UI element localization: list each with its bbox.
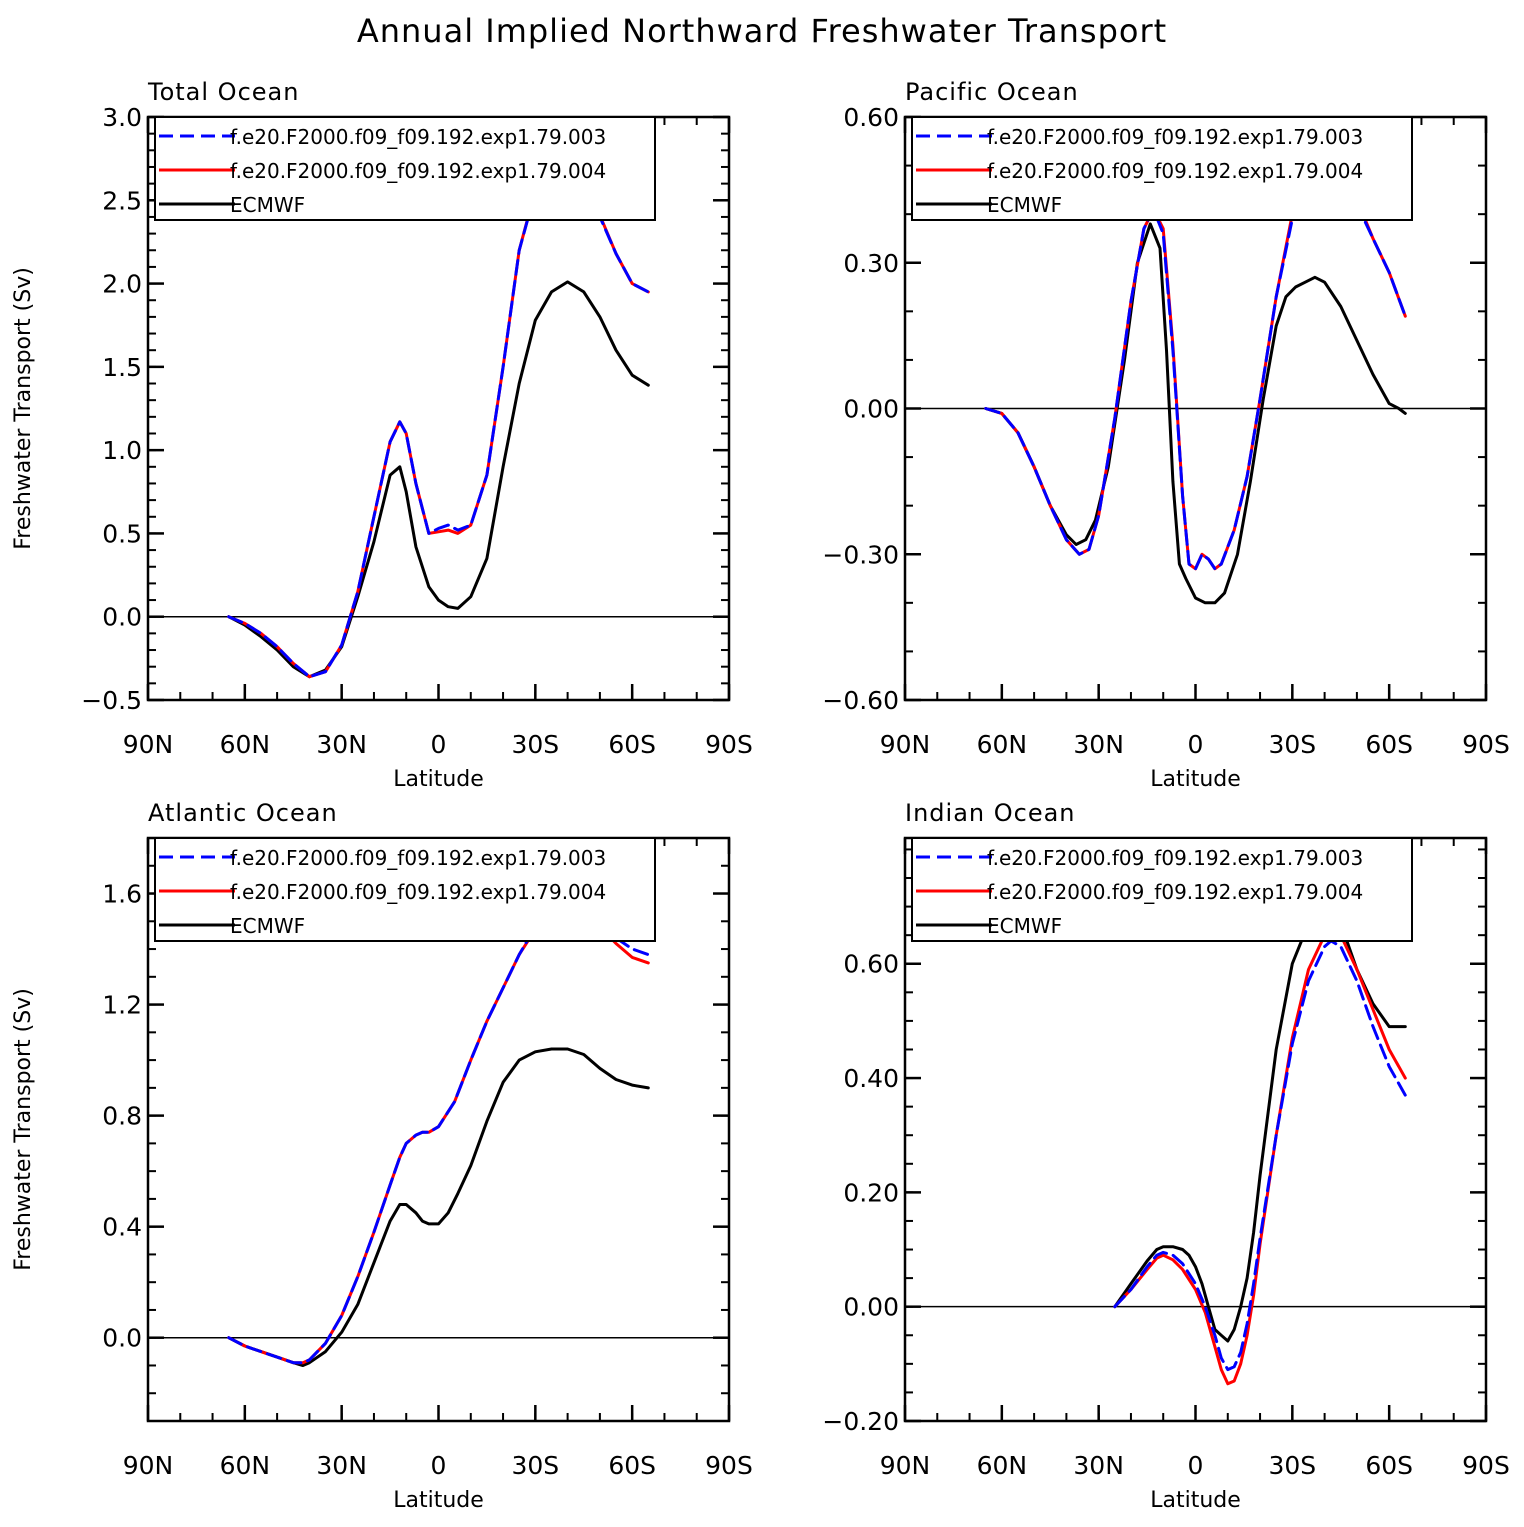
y-tick-label: 3.0 bbox=[102, 103, 142, 132]
legend-label: f.e20.F2000.f09_f09.192.exp1.79.003 bbox=[230, 846, 606, 870]
x-axis-label: Latitude bbox=[1150, 767, 1241, 792]
legend-label: f.e20.F2000.f09_f09.192.exp1.79.004 bbox=[230, 159, 606, 183]
legend-label: f.e20.F2000.f09_f09.192.exp1.79.003 bbox=[987, 846, 1363, 870]
series-line-f-e20-f2000-f09-f09-192-exp1-79-003 bbox=[984, 168, 1407, 571]
y-tick-label: 0.20 bbox=[843, 1178, 899, 1207]
y-tick-label: 0.00 bbox=[843, 1293, 899, 1322]
series-line-ecmwf bbox=[227, 280, 650, 679]
legend-label: ECMWF bbox=[987, 193, 1062, 217]
series-line-f-e20-f2000-f09-f09-192-exp1-79-003 bbox=[227, 897, 650, 1365]
x-tick-label: 90S bbox=[705, 730, 753, 759]
series-line-ecmwf bbox=[1113, 905, 1407, 1343]
y-tick-label: −0.60 bbox=[822, 686, 899, 715]
y-tick-label: 1.5 bbox=[102, 353, 142, 382]
x-tick-label: 90N bbox=[880, 730, 931, 759]
x-tick-label: 30N bbox=[316, 1451, 367, 1480]
panel-title: Indian Ocean bbox=[905, 799, 1076, 827]
series-line-f-e20-f2000-f09-f09-192-exp1-79-004 bbox=[984, 164, 1407, 571]
panel-total-ocean: Total Ocean −0.5 0.0 0.5 1.0 1.5 2.0 2.5 3.0 90N 6… bbox=[11, 78, 753, 792]
legend-label: f.e20.F2000.f09_f09.192.exp1.79.004 bbox=[230, 880, 606, 904]
panel-indian-ocean: Indian Ocean −0.20 0.00 0.20 0.40 0.60 90N 60N 3… bbox=[822, 799, 1509, 1513]
x-axis-label: Latitude bbox=[1150, 1488, 1241, 1513]
x-tick-label: 90N bbox=[123, 730, 174, 759]
y-tick-label: 0.40 bbox=[843, 1064, 899, 1093]
legend-label: f.e20.F2000.f09_f09.192.exp1.79.003 bbox=[987, 125, 1363, 149]
x-tick-label: 60N bbox=[977, 1451, 1028, 1480]
legend-label: f.e20.F2000.f09_f09.192.exp1.79.004 bbox=[987, 880, 1363, 904]
y-tick-label: −0.5 bbox=[81, 686, 142, 715]
panel-pacific-ocean: Pacific Ocean −0.60 −0.30 0.00 0.30 0.60 90N 60… bbox=[822, 78, 1509, 792]
x-tick-label: 60S bbox=[1365, 730, 1413, 759]
y-tick-label: 0.8 bbox=[102, 1102, 142, 1131]
panel-atlantic-ocean: Atlantic Ocean 0.0 0.4 0.8 1.2 1.6 90N 60N 30N 0 3… bbox=[11, 799, 753, 1513]
x-tick-label: 60S bbox=[1365, 1451, 1413, 1480]
y-tick-label: 1.2 bbox=[102, 991, 142, 1020]
y-axis-label: Freshwater Transport (Sv) bbox=[11, 988, 36, 1271]
x-axis-label: Latitude bbox=[393, 767, 484, 792]
series-line-ecmwf bbox=[984, 222, 1407, 605]
x-axis-label: Latitude bbox=[393, 1488, 484, 1513]
x-tick-label: 30S bbox=[511, 1451, 559, 1480]
y-tick-label: 0.5 bbox=[102, 519, 142, 548]
y-tick-label: 1.6 bbox=[102, 880, 142, 909]
x-tick-label: 60N bbox=[220, 1451, 271, 1480]
x-tick-label: 30N bbox=[316, 730, 367, 759]
y-tick-label: 0.60 bbox=[843, 950, 899, 979]
legend-box bbox=[911, 837, 1413, 942]
legend-box bbox=[911, 116, 1413, 221]
series-line-ecmwf bbox=[227, 1047, 650, 1367]
y-tick-label: 2.5 bbox=[102, 186, 142, 215]
panel-title: Pacific Ocean bbox=[905, 78, 1079, 106]
x-tick-label: 60S bbox=[608, 1451, 656, 1480]
series-line-f-e20-f2000-f09-f09-192-exp1-79-003 bbox=[1113, 939, 1407, 1372]
x-tick-label: 30S bbox=[1268, 730, 1316, 759]
legend-label: ECMWF bbox=[230, 193, 305, 217]
x-tick-label: 60N bbox=[220, 730, 271, 759]
x-tick-label: 90N bbox=[123, 1451, 174, 1480]
y-tick-label: −0.30 bbox=[822, 540, 899, 569]
x-tick-label: 0 bbox=[1188, 730, 1204, 759]
legend-label: ECMWF bbox=[987, 914, 1062, 938]
x-tick-label: 90S bbox=[1462, 730, 1510, 759]
x-tick-label: 0 bbox=[431, 730, 447, 759]
legend-label: ECMWF bbox=[230, 914, 305, 938]
panel-title: Total Ocean bbox=[147, 78, 299, 106]
x-tick-label: 30S bbox=[1268, 1451, 1316, 1480]
x-tick-label: 30N bbox=[1073, 1451, 1124, 1480]
x-tick-label: 30N bbox=[1073, 730, 1124, 759]
x-tick-label: 90S bbox=[705, 1451, 753, 1480]
legend-box bbox=[154, 116, 656, 221]
y-tick-label: 0.30 bbox=[843, 249, 899, 278]
legend-label: f.e20.F2000.f09_f09.192.exp1.79.003 bbox=[230, 125, 606, 149]
y-tick-label: 2.0 bbox=[102, 270, 142, 299]
x-tick-label: 90N bbox=[880, 1451, 931, 1480]
x-tick-label: 0 bbox=[431, 1451, 447, 1480]
y-tick-label: 0.4 bbox=[102, 1213, 142, 1242]
x-tick-label: 0 bbox=[1188, 1451, 1204, 1480]
y-tick-label: 0.60 bbox=[843, 103, 899, 132]
x-tick-label: 90S bbox=[1462, 1451, 1510, 1480]
y-axis-label: Freshwater Transport (Sv) bbox=[11, 267, 36, 550]
legend-label: f.e20.F2000.f09_f09.192.exp1.79.004 bbox=[987, 159, 1363, 183]
panel-title: Atlantic Ocean bbox=[148, 799, 338, 827]
legend-box bbox=[154, 837, 656, 942]
series-line-f-e20-f2000-f09-f09-192-exp1-79-004 bbox=[227, 900, 650, 1365]
figure-title: Annual Implied Northward Freshwater Tran… bbox=[356, 12, 1168, 50]
y-tick-label: 0.00 bbox=[843, 395, 899, 424]
y-tick-label: 1.0 bbox=[102, 436, 142, 465]
x-tick-label: 60S bbox=[608, 730, 656, 759]
y-tick-label: 0.0 bbox=[102, 1324, 142, 1353]
x-tick-label: 60N bbox=[977, 730, 1028, 759]
x-tick-label: 30S bbox=[511, 730, 559, 759]
y-tick-label: 0.0 bbox=[102, 603, 142, 632]
y-tick-label: −0.20 bbox=[822, 1407, 899, 1436]
